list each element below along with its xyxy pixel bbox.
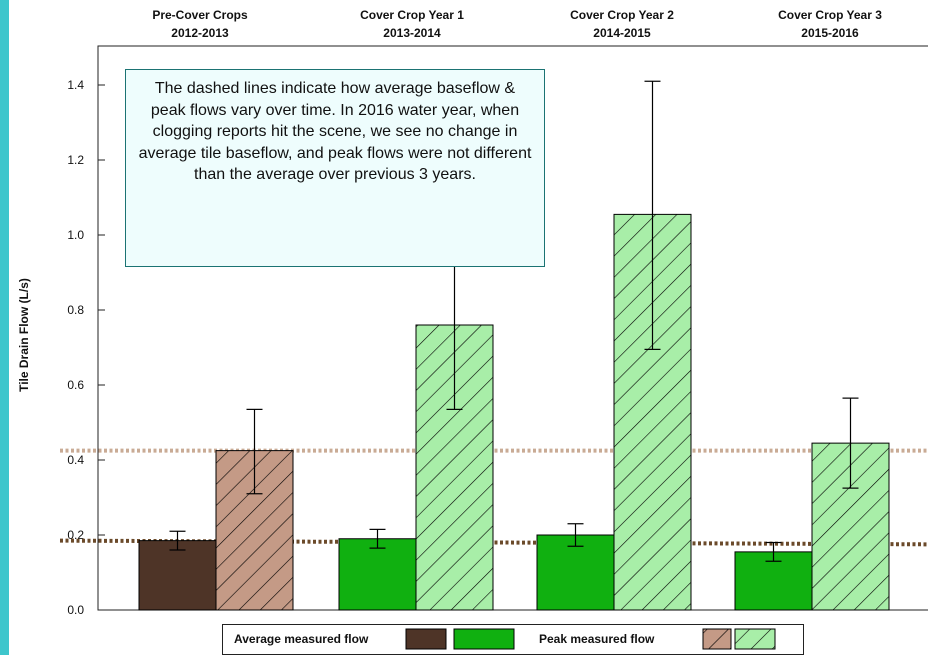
reference-lines xyxy=(59,448,928,547)
error-bar-average-2 xyxy=(567,523,584,547)
error-bar-average-0 xyxy=(169,530,186,551)
annotation-box: The dashed lines indicate how average ba… xyxy=(125,69,545,267)
period-years: 2014-2015 xyxy=(593,26,651,40)
bars xyxy=(138,213,890,611)
legend-swatches xyxy=(405,628,776,650)
accent-bar xyxy=(0,0,9,655)
legend: Average measured flow Peak measured flow xyxy=(222,624,804,655)
legend-swatch-peak-cover xyxy=(734,628,776,650)
legend-label-peak: Peak measured flow xyxy=(539,632,655,646)
error-bar-peak-2 xyxy=(644,80,661,350)
period-name: Cover Crop Year 2 xyxy=(570,8,674,22)
error-bar-peak-0 xyxy=(246,408,263,495)
period-label-pre-cover: Pre-Cover Crops 2012-2013 xyxy=(100,6,300,42)
period-label-year-1: Cover Crop Year 1 2013-2014 xyxy=(312,6,512,42)
y-axis-ticks: 0.0 0.2 0.4 0.6 0.8 1.0 1.2 1.4 xyxy=(67,78,105,617)
period-years: 2012-2013 xyxy=(171,26,229,40)
y-tick-label-4: 0.8 xyxy=(67,303,84,317)
bar-average-0 xyxy=(138,540,217,611)
y-tick-label-6: 1.2 xyxy=(67,153,84,167)
legend-swatch-peak-pre xyxy=(702,628,732,650)
y-tick-label-7: 1.4 xyxy=(67,78,84,92)
legend-swatch-average-cover xyxy=(453,628,515,650)
error-bar-average-3 xyxy=(765,541,782,562)
period-years: 2015-2016 xyxy=(801,26,859,40)
period-years: 2013-2014 xyxy=(383,26,441,40)
reference-line-1 xyxy=(59,538,928,547)
legend-label-average: Average measured flow xyxy=(234,632,369,646)
period-name: Cover Crop Year 3 xyxy=(778,8,882,22)
period-name: Pre-Cover Crops xyxy=(152,8,248,22)
error-bar-average-1 xyxy=(369,528,386,549)
y-tick-label-0: 0.0 xyxy=(67,603,84,617)
y-tick-label-3: 0.6 xyxy=(67,378,84,392)
y-tick-label-5: 1.0 xyxy=(67,228,84,242)
y-tick-label-1: 0.2 xyxy=(67,528,84,542)
legend-swatch-average-pre xyxy=(405,628,447,650)
error-bars xyxy=(169,80,859,562)
bar-average-1 xyxy=(338,538,417,611)
y-tick-label-2: 0.4 xyxy=(67,453,84,467)
bar-average-2 xyxy=(536,534,615,611)
error-bar-peak-3 xyxy=(842,397,859,489)
y-axis-title: Tile Drain Flow (L/s) xyxy=(17,278,31,392)
period-label-year-3: Cover Crop Year 3 2015-2016 xyxy=(730,6,928,42)
period-label-year-2: Cover Crop Year 2 2014-2015 xyxy=(522,6,722,42)
plot-frame xyxy=(97,45,928,611)
period-name: Cover Crop Year 1 xyxy=(360,8,464,22)
